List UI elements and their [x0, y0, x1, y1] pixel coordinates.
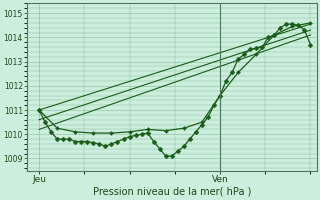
X-axis label: Pression niveau de la mer( hPa ): Pression niveau de la mer( hPa ): [92, 187, 251, 197]
